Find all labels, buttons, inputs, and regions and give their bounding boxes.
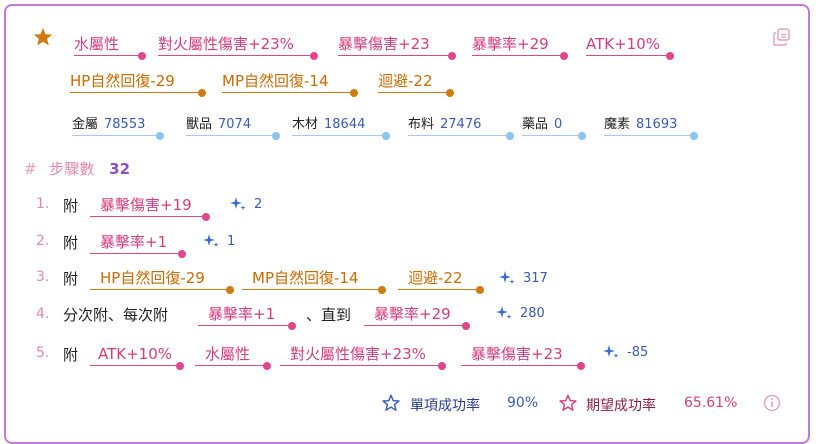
target-attr-tag[interactable]: 暴擊傷害+23	[338, 34, 456, 60]
step-attr-tag[interactable]: 對火屬性傷害+23%	[280, 344, 446, 370]
step-number: 3.	[36, 269, 50, 285]
step-attr-tag[interactable]: 迴避-22	[398, 268, 486, 294]
step-number: 4.	[36, 306, 50, 322]
sparkle-icon	[230, 197, 246, 211]
step-attr-tag[interactable]: ATK+10%	[90, 344, 184, 370]
expected-success-label: 期望成功率	[586, 398, 656, 414]
step-count: -85	[627, 345, 649, 360]
sparkle-icon	[499, 271, 515, 285]
hash-icon: #	[24, 160, 37, 178]
sparkle-icon	[603, 345, 619, 359]
step-attr-tag[interactable]: 暴擊傷害+19	[90, 195, 212, 221]
step-count: 2	[254, 197, 263, 212]
step-attr-tag[interactable]: 暴擊率+1	[198, 304, 296, 330]
step-count: 280	[520, 306, 545, 321]
step-text: 附	[63, 270, 79, 288]
step-text: 分次附、每次附	[63, 306, 169, 324]
material-item: 獸品 7074	[186, 116, 280, 140]
star-icon[interactable]	[33, 27, 53, 47]
target-attr-tag[interactable]: HP自然回復-29	[70, 71, 212, 97]
material-item: 布料 27476	[408, 116, 514, 140]
material-item: 藥品 0	[522, 116, 586, 140]
step-attr-tag[interactable]: HP自然回復-29	[90, 268, 242, 294]
step-text: 附	[63, 234, 79, 252]
material-item: 木材 18644	[292, 116, 390, 140]
sparkle-icon	[203, 234, 219, 248]
target-attr-tag[interactable]: 對火屬性傷害+23%	[158, 34, 318, 60]
step-number: 1.	[36, 196, 50, 212]
material-item: 魔素 81693	[604, 116, 700, 140]
info-icon[interactable]	[763, 394, 781, 412]
step-text: 附	[63, 197, 79, 215]
step-count: 1	[227, 234, 236, 249]
star-outline-icon	[559, 394, 577, 411]
target-attr-tag[interactable]: 暴擊率+29	[472, 34, 568, 60]
step-attr-tag[interactable]: 水屬性	[195, 344, 273, 370]
target-attr-tag[interactable]: ATK+10%	[586, 34, 674, 60]
copy-icon[interactable]	[772, 27, 792, 47]
step-number: 5.	[36, 345, 50, 361]
expected-success-value: 65.61%	[684, 395, 738, 411]
step-number: 2.	[36, 233, 50, 249]
sparkle-icon	[496, 306, 512, 320]
single-success-label: 單項成功率	[410, 398, 480, 414]
step-attr-tag[interactable]: MP自然回復-14	[242, 268, 392, 294]
step-attr-tag[interactable]: 暴擊率+1	[90, 232, 188, 258]
material-item: 金屬 78553	[72, 116, 172, 140]
steps-header: # 步驟數 32	[24, 160, 131, 178]
step-attr-tag[interactable]: 暴擊率+29	[364, 304, 470, 330]
target-attr-tag[interactable]: 水屬性	[74, 34, 146, 60]
target-attr-tag[interactable]: MP自然回復-14	[222, 71, 358, 97]
single-success-value: 90%	[507, 395, 539, 411]
target-attr-tag[interactable]: 迴避-22	[378, 71, 458, 97]
step-attr-tag[interactable]: 暴擊傷害+23	[461, 344, 587, 370]
step-mid-text: 、直到	[306, 306, 352, 324]
step-count: 317	[523, 271, 548, 286]
star-outline-icon	[382, 394, 400, 411]
result-card	[4, 4, 810, 444]
step-text: 附	[63, 346, 79, 364]
